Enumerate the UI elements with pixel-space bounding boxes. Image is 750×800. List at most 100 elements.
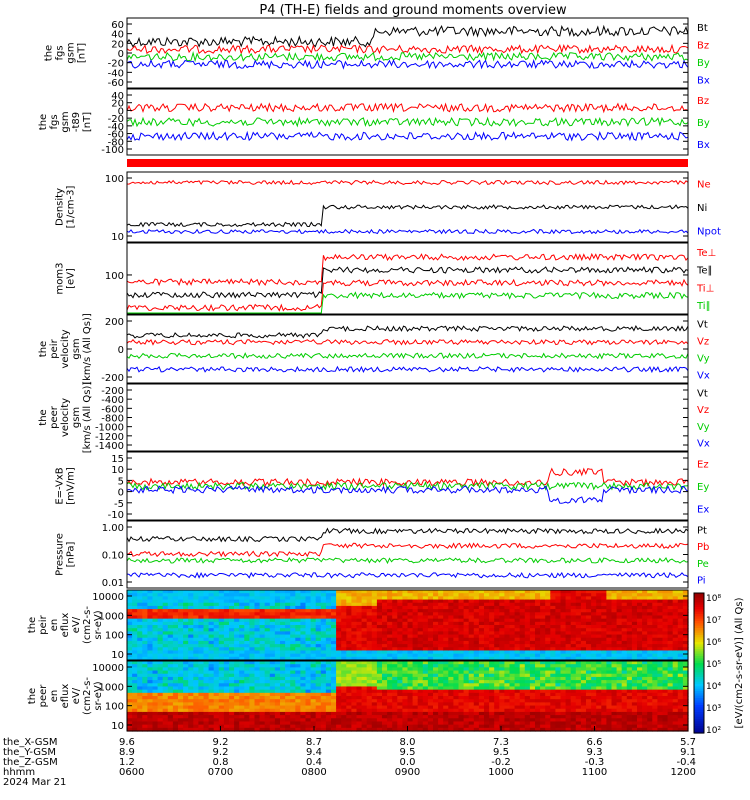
- spec-cell: [147, 628, 154, 632]
- spec-cell: [229, 647, 235, 652]
- spec-cell: [647, 689, 653, 694]
- spec-cell: [315, 640, 322, 645]
- spec-cell: [218, 590, 225, 594]
- spec-cell: [535, 724, 541, 729]
- spec-cell: [229, 715, 235, 719]
- spec-cell: [147, 715, 154, 719]
- spec-cell: [478, 605, 485, 610]
- spec-cell: [499, 670, 505, 675]
- spec-cell: [157, 628, 164, 632]
- spec-cell: [570, 640, 577, 645]
- panel-fgs-dip: the fgs gsm -t89 [nT]BzByBx40200-20-40-60-80…: [38, 88, 710, 156]
- spec-cell: [616, 673, 623, 678]
- spec-cell: [167, 711, 174, 716]
- spec-cell: [285, 661, 291, 665]
- spec-cell: [499, 640, 505, 645]
- spec-cell: [203, 705, 210, 710]
- spec-cell: [575, 680, 582, 684]
- spec-cell: [331, 602, 337, 607]
- spec-cell: [183, 696, 189, 700]
- spec-cell: [167, 670, 174, 675]
- spec-cell: [662, 718, 669, 723]
- spec-cell: [269, 634, 276, 639]
- spec-cell: [346, 605, 352, 610]
- spec-cell: [611, 609, 618, 613]
- spec-cell: [137, 593, 143, 597]
- spec-cell: [509, 634, 516, 639]
- series-label: Vy: [697, 354, 710, 365]
- spec-cell: [550, 711, 556, 716]
- spec-cell: [300, 683, 307, 688]
- spec-cell: [637, 727, 643, 732]
- spec-cell: [652, 670, 658, 675]
- spec-cell: [127, 699, 133, 703]
- spec-cell: [443, 602, 449, 607]
- spec-cell: [575, 631, 582, 636]
- spec-cell: [647, 605, 653, 610]
- spec-cell: [453, 618, 460, 623]
- spec-cell: [463, 590, 470, 594]
- spec-cell: [499, 715, 505, 719]
- spec-cell: [162, 631, 169, 636]
- spec-cell: [672, 640, 679, 645]
- spec-cell: [529, 602, 536, 607]
- spec-cell: [188, 596, 194, 601]
- spec-cell: [397, 647, 403, 652]
- spec-cell: [229, 686, 235, 691]
- spec-cell: [193, 705, 199, 710]
- spec-cell: [346, 699, 352, 703]
- spec-cell: [336, 612, 342, 617]
- panel-frame: [126, 171, 689, 243]
- spec-cell: [438, 689, 444, 694]
- spec-cell: [402, 689, 409, 694]
- spec-cell: [499, 661, 505, 665]
- spec-cell: [229, 625, 235, 629]
- spec-cell: [514, 637, 521, 642]
- spec-cell: [213, 590, 220, 594]
- spec-cell: [642, 702, 648, 707]
- spec-cell: [427, 680, 434, 684]
- spec-cell: [473, 692, 480, 697]
- spec-cell: [611, 708, 618, 713]
- spec-cell: [621, 724, 628, 729]
- spec-cell: [162, 656, 169, 661]
- spec-cell: [652, 593, 658, 597]
- spec-cell: [147, 637, 154, 642]
- spec-cell: [183, 599, 189, 604]
- spec-cell: [325, 696, 332, 700]
- spec-cell: [540, 621, 546, 626]
- spec-cell: [662, 705, 669, 710]
- spec-cell: [320, 650, 327, 655]
- spec-cell: [402, 615, 409, 620]
- spec-cell: [254, 715, 261, 719]
- trace-Vz: [126, 338, 689, 346]
- spec-cell: [586, 711, 592, 716]
- spec-cell: [285, 692, 291, 697]
- spec-cell: [162, 683, 169, 688]
- spec-cell: [147, 661, 154, 665]
- spec-cell: [514, 670, 521, 675]
- spec-cell: [300, 618, 307, 623]
- spec-cell: [285, 631, 291, 636]
- spec-cell: [132, 605, 138, 610]
- spec-cell: [147, 590, 154, 594]
- spec-cell: [387, 708, 393, 713]
- spec-cell: [422, 593, 429, 597]
- spec-cell: [234, 609, 240, 613]
- spec-cell: [315, 625, 322, 629]
- spec-cell: [397, 686, 403, 691]
- spec-cell: [351, 705, 358, 710]
- spec-cell: [463, 683, 470, 688]
- spec-cell: [468, 605, 475, 610]
- spec-cell: [637, 615, 643, 620]
- spec-cell: [570, 702, 577, 707]
- spec-cell: [596, 708, 602, 713]
- spec-cell: [667, 650, 674, 655]
- spec-cell: [524, 593, 531, 597]
- spec-cell: [188, 702, 194, 707]
- spec-cell: [325, 676, 332, 681]
- spec-cell: [407, 683, 414, 688]
- spec-cell: [509, 670, 516, 675]
- spec-cell: [269, 640, 276, 645]
- spec-cell: [631, 673, 638, 678]
